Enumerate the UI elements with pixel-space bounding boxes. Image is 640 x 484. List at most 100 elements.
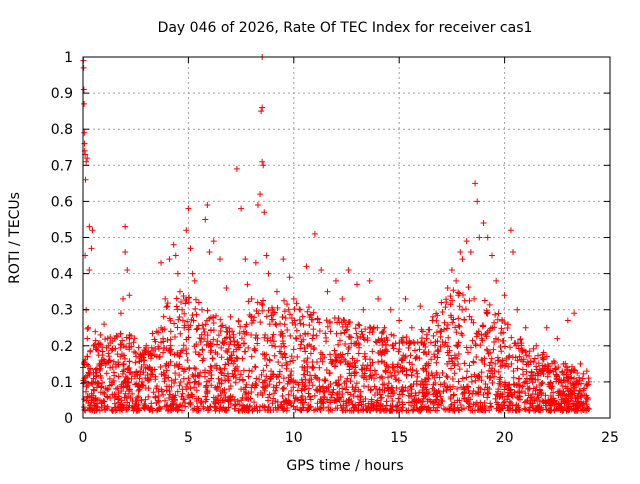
band-point	[408, 386, 415, 393]
band-point	[568, 363, 575, 370]
band-point	[334, 390, 341, 397]
data-point	[463, 238, 470, 245]
band-point	[281, 321, 288, 328]
y-tick-label: 0.4	[51, 267, 73, 283]
band-point	[406, 340, 413, 347]
band-point	[418, 378, 425, 385]
band-point	[137, 367, 144, 374]
band-point	[433, 371, 440, 378]
band-point	[126, 358, 133, 365]
band-point	[221, 365, 228, 372]
band-point	[348, 334, 355, 341]
band-point	[409, 361, 416, 368]
band-point	[584, 381, 591, 388]
band-point	[354, 393, 361, 400]
band-point	[388, 331, 395, 338]
band-point	[264, 382, 271, 389]
band-point	[288, 387, 295, 394]
band-point	[220, 340, 227, 347]
band-point	[147, 355, 154, 362]
band-point	[455, 315, 462, 322]
band-point	[539, 368, 546, 375]
band-point	[117, 344, 124, 351]
band-point	[395, 377, 402, 384]
band-point	[535, 352, 542, 359]
band-point	[132, 359, 139, 366]
band-point	[82, 388, 89, 395]
band-point	[113, 385, 120, 392]
band-point	[425, 389, 432, 396]
band-point	[222, 324, 229, 331]
band-point	[347, 360, 354, 367]
band-point	[307, 396, 314, 403]
band-point	[120, 343, 127, 350]
band-point	[302, 376, 309, 383]
band-point	[584, 396, 591, 403]
band-point	[219, 322, 226, 329]
data-point	[303, 263, 310, 270]
band-point	[518, 342, 525, 349]
band-point	[349, 355, 356, 362]
band-point	[170, 401, 177, 408]
band-point	[367, 362, 374, 369]
band-point	[314, 358, 321, 365]
band-point	[481, 297, 488, 304]
band-point	[495, 336, 502, 343]
band-point	[435, 401, 442, 408]
band-point	[389, 342, 396, 349]
band-point	[348, 372, 355, 379]
band-point	[501, 398, 508, 405]
band-point	[279, 405, 286, 412]
band-point	[169, 398, 176, 405]
y-tick-label: 0.3	[51, 303, 73, 319]
band-point	[120, 380, 127, 387]
band-point	[200, 403, 207, 410]
band-point	[368, 386, 375, 393]
band-point	[171, 380, 178, 387]
band-point	[179, 390, 186, 397]
band-point	[395, 369, 402, 376]
band-point	[391, 372, 398, 379]
band-point	[180, 375, 187, 382]
band-point	[199, 357, 206, 364]
band-point	[444, 343, 451, 350]
band-point	[463, 374, 470, 381]
band-point	[92, 402, 99, 409]
band-point	[293, 327, 300, 334]
band-point	[298, 407, 305, 414]
band-point	[104, 335, 111, 342]
band-point	[307, 311, 314, 318]
band-point	[290, 346, 297, 353]
band-point	[322, 330, 329, 337]
band-point	[508, 334, 515, 341]
band-point	[321, 376, 328, 383]
band-point	[576, 377, 583, 384]
band-point	[455, 322, 462, 329]
band-point	[276, 371, 283, 378]
band-point	[463, 398, 470, 405]
band-point	[142, 375, 149, 382]
band-point	[427, 339, 434, 346]
band-point	[376, 386, 383, 393]
band-point	[385, 385, 392, 392]
data-point	[248, 295, 255, 302]
band-point	[126, 340, 133, 347]
band-point	[433, 396, 440, 403]
band-point	[304, 368, 311, 375]
band-point	[389, 398, 396, 405]
band-point	[379, 381, 386, 388]
band-point	[167, 348, 174, 355]
band-point	[242, 384, 249, 391]
band-point	[125, 379, 132, 386]
data-point	[583, 368, 590, 375]
band-point	[498, 348, 505, 355]
data-point	[273, 288, 280, 295]
band-point	[504, 393, 511, 400]
band-point	[255, 310, 262, 317]
data-point	[501, 292, 508, 299]
band-point	[112, 404, 119, 411]
band-point	[286, 399, 293, 406]
band-point	[268, 316, 275, 323]
band-point	[407, 352, 414, 359]
band-point	[512, 407, 519, 414]
